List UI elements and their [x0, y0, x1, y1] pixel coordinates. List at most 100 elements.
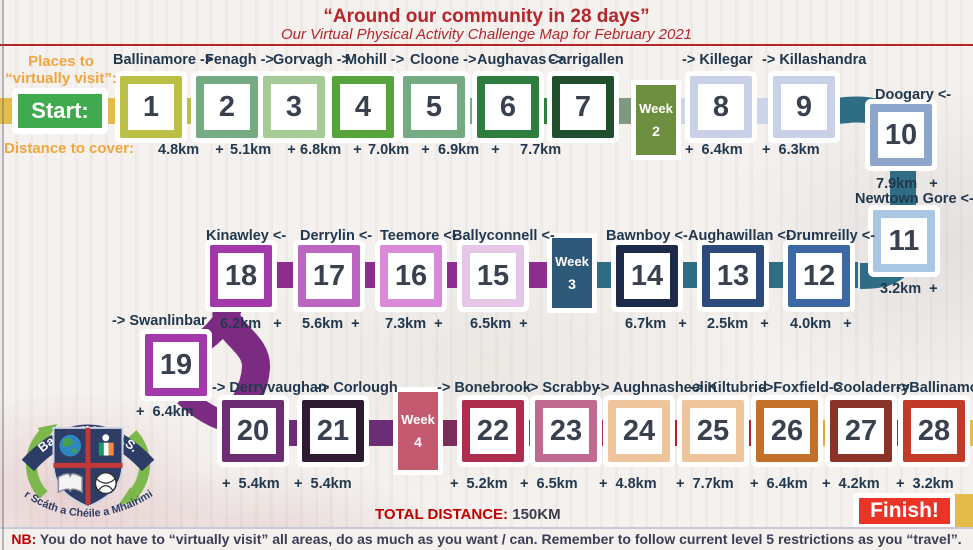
day-box-18: 18 [210, 245, 272, 307]
place-label-killegar: -> Killegar [682, 52, 753, 68]
distance-day-22: + 5.2km [450, 476, 508, 492]
week-4-word: Week [401, 412, 435, 427]
place-label-aughawillan: Aughawillan <- [688, 228, 791, 244]
day-box-12: 12 [788, 245, 850, 307]
day-box-14: 14 [616, 245, 678, 307]
distance-day-9: + 6.3km [762, 142, 820, 158]
tricolour-green [98, 442, 104, 456]
place-label-ballinamore-finish: ->Ballinamore [896, 380, 973, 396]
day-box-20: 20 [222, 400, 284, 462]
day-box-27: 27 [830, 400, 892, 462]
day-box-7: 7 [552, 76, 614, 138]
total-distance-label: TOTAL DISTANCE: [375, 506, 509, 523]
distance-day-5: 6.9km + [438, 142, 500, 158]
week-2-word: Week [639, 101, 673, 116]
place-label-fenagh: Fenagh -> [205, 52, 274, 68]
place-label-bawnboy: Bawnboy <- [606, 228, 688, 244]
distance-day-17: 5.6km + [302, 316, 360, 332]
day-box-3: 3 [263, 76, 325, 138]
distance-day-8: + 6.4km [685, 142, 743, 158]
distance-day-11: 3.2km + [880, 281, 938, 297]
week-4-badge: Week 4 [398, 392, 438, 470]
week-3-word: Week [555, 254, 589, 269]
day-box-22: 22 [462, 400, 524, 462]
day-box-16: 16 [380, 245, 442, 307]
distance-day-19: + 6.4km [136, 404, 194, 420]
total-distance: TOTAL DISTANCE: 150KM [375, 506, 561, 523]
day-box-23: 23 [535, 400, 597, 462]
distance-day-15: 6.5km + [470, 316, 528, 332]
note-bar [0, 527, 973, 550]
note-body: You do not have to “virtually visit” all… [36, 531, 962, 547]
distance-day-12: 4.0km + [790, 316, 852, 332]
place-label-ballinamore: Ballinamore -> [113, 52, 214, 68]
distance-day-25: + 7.7km [676, 476, 734, 492]
tricolour-orange [108, 442, 114, 456]
week-2-badge: Week 2 [636, 85, 676, 155]
distance-day-18: 6.2km + [220, 316, 282, 332]
distance-day-10: 7.9km + [876, 176, 938, 192]
book-icon [57, 473, 83, 494]
week-3-badge: Week 3 [552, 238, 592, 308]
distance-day-6: 7.7km [520, 142, 562, 158]
distance-day-3: 6.8km + [300, 142, 362, 158]
week-4-number: 4 [414, 434, 422, 450]
place-label-cooladerry: Cooladerry [833, 380, 910, 396]
place-label-corlough: -> Corlough [316, 380, 398, 396]
place-label-doogary: Doogary <- [875, 87, 952, 103]
place-label-teemore: Teemore <- [380, 228, 457, 244]
place-label-ballyconnell: Ballyconnell <- [452, 228, 555, 244]
day-box-13: 13 [702, 245, 764, 307]
day-box-5: 5 [403, 76, 465, 138]
week-3-number: 3 [568, 276, 576, 292]
distance-day-13: 2.5km + [707, 316, 769, 332]
day-box-24: 24 [608, 400, 670, 462]
day-box-26: 26 [756, 400, 818, 462]
day-box-15: 15 [462, 245, 524, 307]
page-title: “Around our community in 28 days” [323, 6, 650, 27]
day-box-21: 21 [302, 400, 364, 462]
tricolour-white [103, 442, 109, 456]
distance-day-1: 4.8km + [158, 142, 224, 158]
distance-day-2: 5.1km + [230, 142, 296, 158]
total-distance-value: 150KM [508, 506, 561, 523]
place-label-carrigallen: Carrigallen [548, 52, 624, 68]
header-divider [0, 44, 973, 46]
crest-ring-arrow-right [118, 487, 139, 505]
place-label-kiltubrid: -> Kiltubrid [690, 380, 767, 396]
place-label-bonebrook: -> Bonebrook [437, 380, 531, 396]
place-label-aughnasheelin: -> Aughnasheelin [596, 380, 717, 396]
distance-day-28: + 3.2km [896, 476, 954, 492]
places-to-visit-label: Places to “virtually visit”: [5, 53, 117, 87]
day-box-9: 9 [773, 76, 835, 138]
distance-day-26: + 6.4km [750, 476, 808, 492]
distance-to-cover-label: Distance to cover: [4, 140, 135, 157]
place-label-mohill: Mohill -> [345, 52, 405, 68]
place-label-gorvagh: Gorvagh -> [273, 52, 350, 68]
place-label-killashandra: -> Killashandra [762, 52, 867, 68]
day-box-11: 11 [873, 210, 935, 272]
ball-seams [96, 478, 116, 491]
left-edge-line [2, 0, 4, 550]
day-box-4: 4 [332, 76, 394, 138]
distance-day-27: + 4.2km [822, 476, 880, 492]
finish-badge: Finish! [859, 498, 950, 524]
place-label-aughavas: Aughavas -> [477, 52, 564, 68]
globe-land [62, 437, 78, 454]
school-crest: Ballinamore C.S. Ar Scáth a Chéile a Mha… [14, 386, 155, 520]
place-label-scrabby: -> Scrabby [525, 380, 600, 396]
distance-day-16: 7.3km + [385, 316, 443, 332]
start-badge: Start: [18, 94, 102, 128]
day-box-25: 25 [682, 400, 744, 462]
note-prefix: NB: [11, 531, 37, 547]
place-label-foxfield: ->Foxfield-> [760, 380, 843, 396]
distance-day-20: + 5.4km [222, 476, 280, 492]
distance-day-23: + 6.5km [520, 476, 578, 492]
note-text: NB: You do not have to “virtually visit”… [0, 531, 973, 547]
place-label-drumreilly: Drumreilly <- [786, 228, 876, 244]
place-label-derrylin: Derrylin <- [300, 228, 373, 244]
distance-day-4: 7.0km + [368, 142, 430, 158]
athlete-head-icon [102, 434, 110, 442]
distance-day-21: + 5.4km [294, 476, 352, 492]
day-box-17: 17 [298, 245, 360, 307]
